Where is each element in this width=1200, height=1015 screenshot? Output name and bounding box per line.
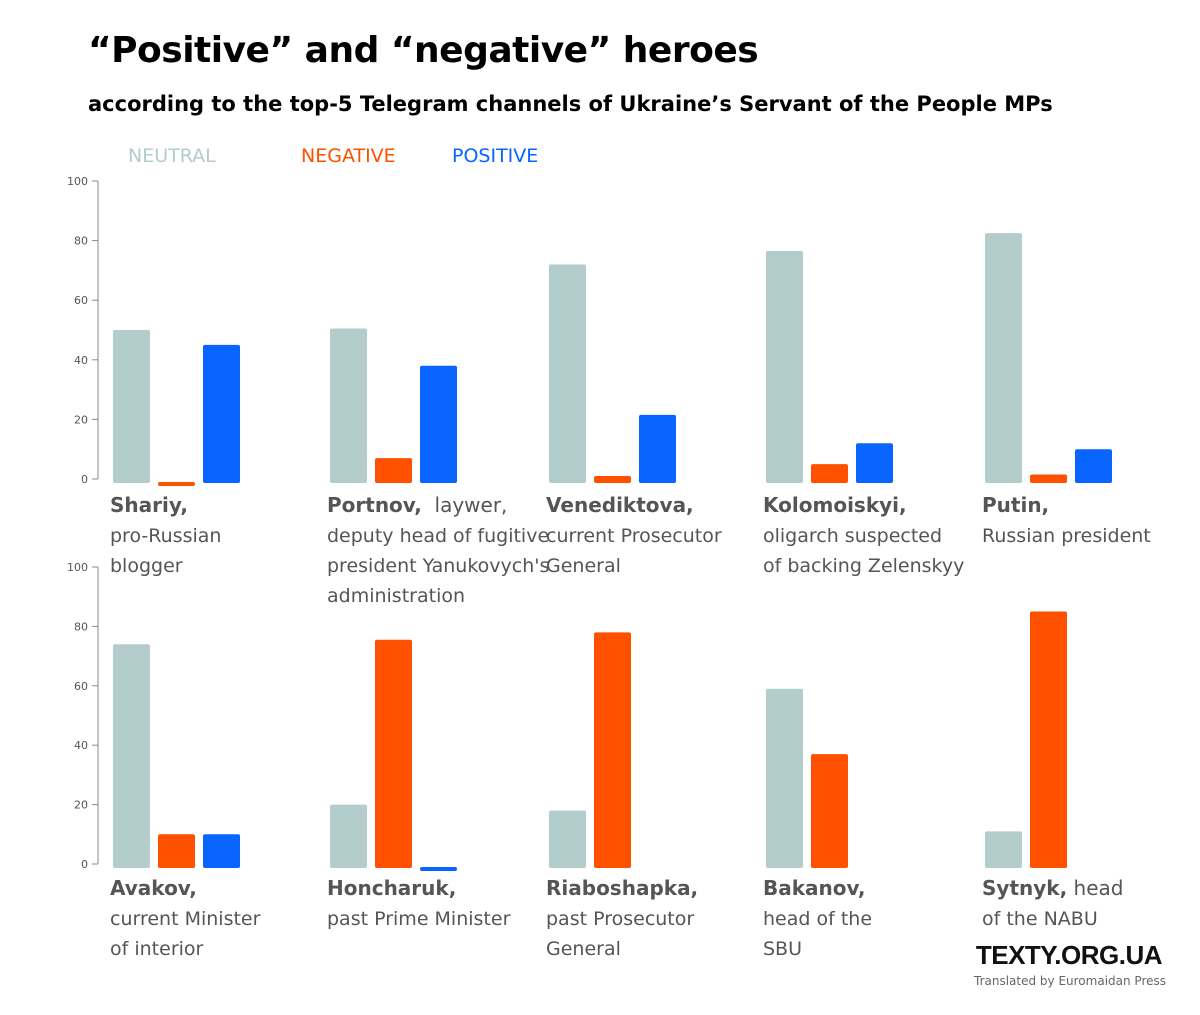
hero-label-9: Bakanov,	[763, 876, 866, 900]
bar-negative-6	[158, 834, 195, 868]
hero-name: Putin,	[982, 493, 1049, 517]
legend-negative: NEGATIVE	[301, 145, 396, 167]
legend-positive: POSITIVE	[452, 145, 539, 167]
hero-name: Bakanov,	[763, 876, 866, 900]
bar-negative-5	[1030, 474, 1067, 483]
bar-neutral-4	[766, 251, 803, 483]
bar-neutral-9	[766, 688, 803, 868]
hero-description: General	[546, 555, 621, 577]
hero-name: Avakov,	[110, 876, 197, 900]
chart-title: “Positive” and “negative” heroes	[88, 30, 759, 71]
hero-description: of the NABU	[982, 908, 1098, 930]
bar-negative-9	[811, 754, 848, 868]
hero-name-suffix: head	[1067, 876, 1123, 900]
y-tick-label: 40	[74, 739, 88, 752]
hero-description: head of the	[763, 908, 872, 930]
bar-negative-1	[158, 482, 195, 486]
hero-name: Sytnyk,	[982, 876, 1067, 900]
y-tick-label: 20	[74, 799, 88, 812]
hero-label-5: Putin,	[982, 493, 1049, 517]
hero-name: Shariy,	[110, 493, 188, 517]
bar-neutral-1	[113, 330, 150, 483]
translation-credit: Translated by Euromaidan Press	[974, 974, 1166, 988]
y-tick-label: 100	[67, 561, 88, 574]
hero-description: past Prime Minister	[327, 908, 511, 930]
hero-description: current Minister	[110, 908, 261, 930]
brand-logo: TEXTY.ORG.UA	[975, 940, 1163, 970]
y-tick-label: 80	[74, 235, 88, 248]
bar-positive-2	[420, 365, 457, 483]
hero-label-1: Shariy,	[110, 493, 188, 517]
y-tick-label: 20	[74, 413, 88, 426]
bar-positive-7	[420, 867, 457, 871]
hero-description: oligarch suspected	[763, 525, 942, 547]
hero-name: Riaboshapka,	[546, 876, 698, 900]
bar-negative-3	[594, 476, 631, 483]
hero-label-8: Riaboshapka,	[546, 876, 698, 900]
hero-name: Portnov,	[327, 493, 422, 517]
bar-neutral-10	[985, 831, 1022, 868]
y-tick-label: 40	[74, 354, 88, 367]
hero-description: SBU	[763, 938, 802, 960]
hero-name: Venediktova,	[546, 493, 694, 517]
hero-description: past Prosecutor	[546, 908, 694, 930]
bar-positive-3	[639, 414, 676, 483]
hero-label-3: Venediktova,	[546, 493, 694, 517]
bar-positive-1	[203, 344, 240, 483]
y-tick-label: 60	[74, 680, 88, 693]
y-tick-label: 60	[74, 294, 88, 307]
bar-neutral-6	[113, 644, 150, 868]
bar-positive-6	[203, 834, 240, 868]
bar-negative-2	[375, 458, 412, 483]
bar-neutral-8	[549, 810, 586, 868]
hero-description: president Yanukovych's	[327, 555, 549, 577]
bar-neutral-3	[549, 264, 586, 483]
hero-label-6: Avakov,	[110, 876, 197, 900]
bar-neutral-7	[330, 804, 367, 868]
hero-description: Russian president	[982, 525, 1151, 547]
y-tick-label: 0	[81, 473, 88, 486]
bar-neutral-2	[330, 328, 367, 483]
hero-description: deputy head of fugitive	[327, 525, 549, 547]
bar-negative-8	[594, 632, 631, 868]
hero-description: of interior	[110, 938, 204, 960]
bar-positive-4	[856, 443, 893, 483]
y-tick-label: 0	[81, 858, 88, 871]
hero-description: current Prosecutor	[546, 525, 722, 547]
bar-positive-5	[1075, 449, 1112, 483]
hero-name-suffix: laywer,	[422, 493, 508, 517]
bar-neutral-5	[985, 233, 1022, 483]
y-tick-label: 100	[67, 175, 88, 188]
bar-negative-4	[811, 464, 848, 483]
hero-description: blogger	[110, 555, 183, 577]
legend-neutral: NEUTRAL	[128, 145, 216, 167]
hero-label-7: Honcharuk,	[327, 876, 456, 900]
hero-name: Kolomoiskyi,	[763, 493, 907, 517]
hero-description: of backing Zelenskyy	[763, 555, 964, 577]
hero-description: pro-Russian	[110, 525, 221, 547]
hero-label-2: Portnov, laywer,	[327, 493, 507, 517]
chart-subtitle: according to the top-5 Telegram channels…	[88, 92, 1053, 116]
hero-description: General	[546, 938, 621, 960]
hero-label-10: Sytnyk, head	[982, 876, 1123, 900]
y-tick-label: 80	[74, 620, 88, 633]
bar-negative-7	[375, 639, 412, 868]
hero-label-4: Kolomoiskyi,	[763, 493, 907, 517]
bar-negative-10	[1030, 611, 1067, 868]
hero-description: administration	[327, 585, 465, 607]
hero-name: Honcharuk,	[327, 876, 456, 900]
